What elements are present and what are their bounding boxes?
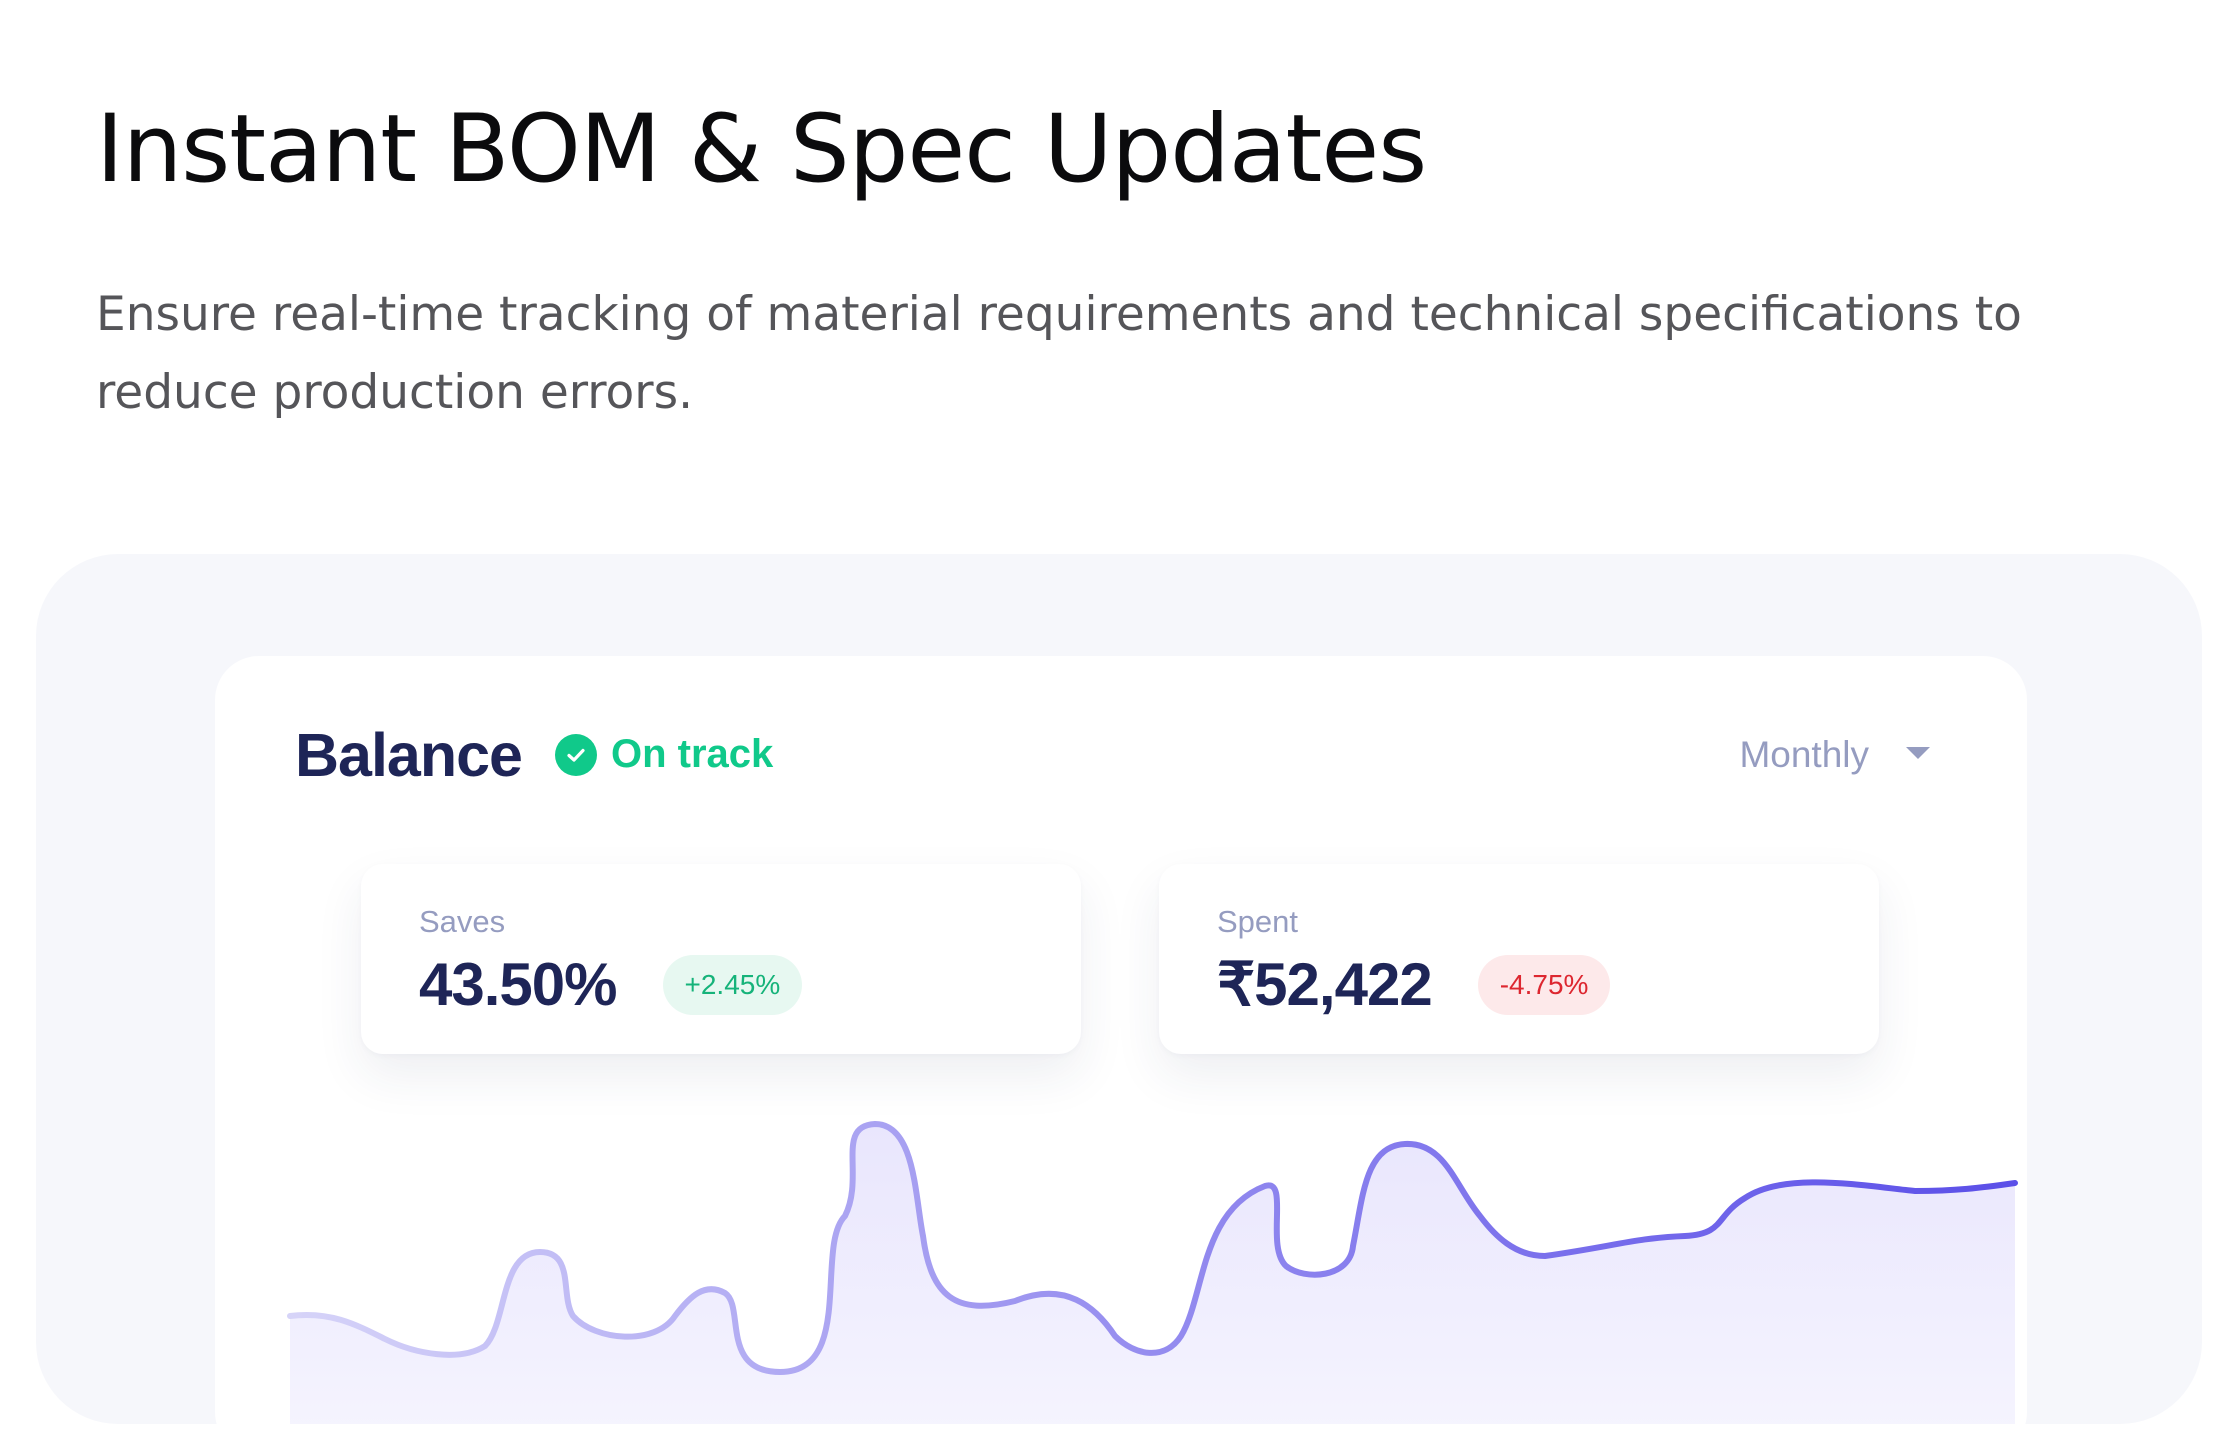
saves-label: Saves [419, 904, 506, 939]
page-description: Ensure real-time tracking of material re… [96, 287, 2022, 420]
caret-down-icon [1905, 746, 1931, 765]
balance-card: Balance On track Monthly Saves [215, 656, 2027, 1424]
period-selected-value: Monthly [1739, 734, 1869, 775]
saves-stat-card: Saves 43.50% +2.45% [361, 864, 1081, 1054]
spent-value: ₹52,422 [1217, 951, 1433, 1018]
status-label: On track [611, 732, 774, 776]
spent-label: Spent [1217, 904, 1299, 939]
chart-area-fill [290, 1124, 2015, 1424]
saves-change-badge: +2.45% [662, 954, 803, 1015]
period-dropdown[interactable]: Monthly [1739, 734, 1931, 776]
balance-trend-chart [287, 1121, 2018, 1424]
spent-change-badge: -4.75% [1477, 955, 1611, 1015]
spent-stat-card: Spent ₹52,422 -4.75% [1159, 864, 1879, 1054]
chart-trend-line [287, 1121, 2018, 1375]
balance-title: Balance [295, 721, 523, 789]
saves-value: 43.50% [419, 951, 617, 1018]
check-circle-icon [555, 733, 597, 776]
preview-panel: Balance On track Monthly Saves [36, 554, 2202, 1424]
page-title: Instant BOM & Spec Updates [96, 95, 1427, 204]
status-indicator: On track [555, 732, 773, 777]
